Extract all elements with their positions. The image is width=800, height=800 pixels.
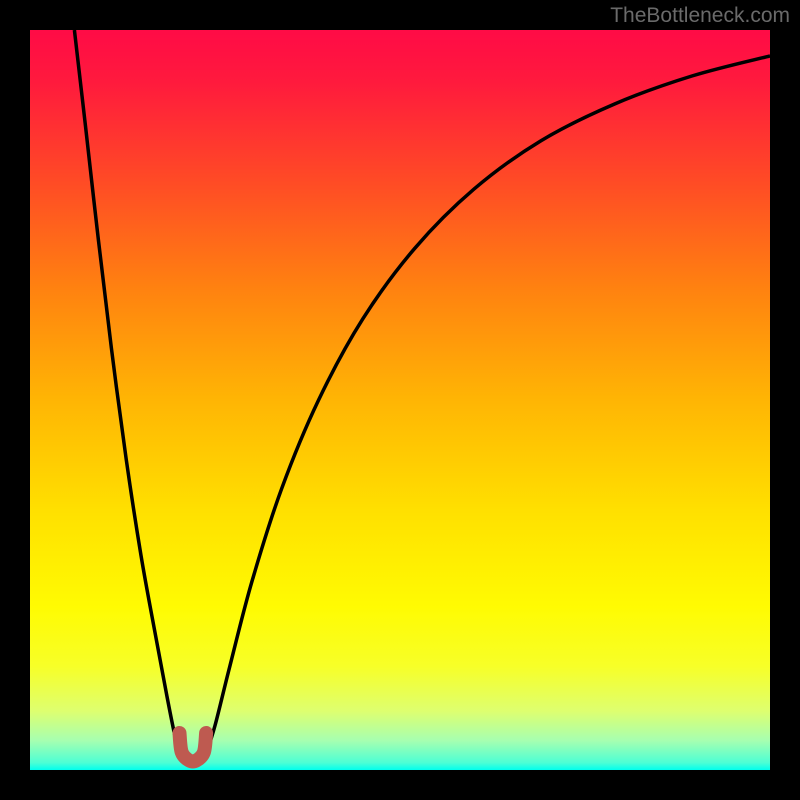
plot-area [30, 30, 770, 770]
curve-right-branch [206, 56, 770, 754]
chart-frame: TheBottleneck.com [0, 0, 800, 800]
curve-overlay [30, 30, 770, 770]
watermark-text: TheBottleneck.com [610, 4, 790, 28]
curve-left-branch [74, 30, 179, 754]
minimum-marker [179, 733, 206, 761]
